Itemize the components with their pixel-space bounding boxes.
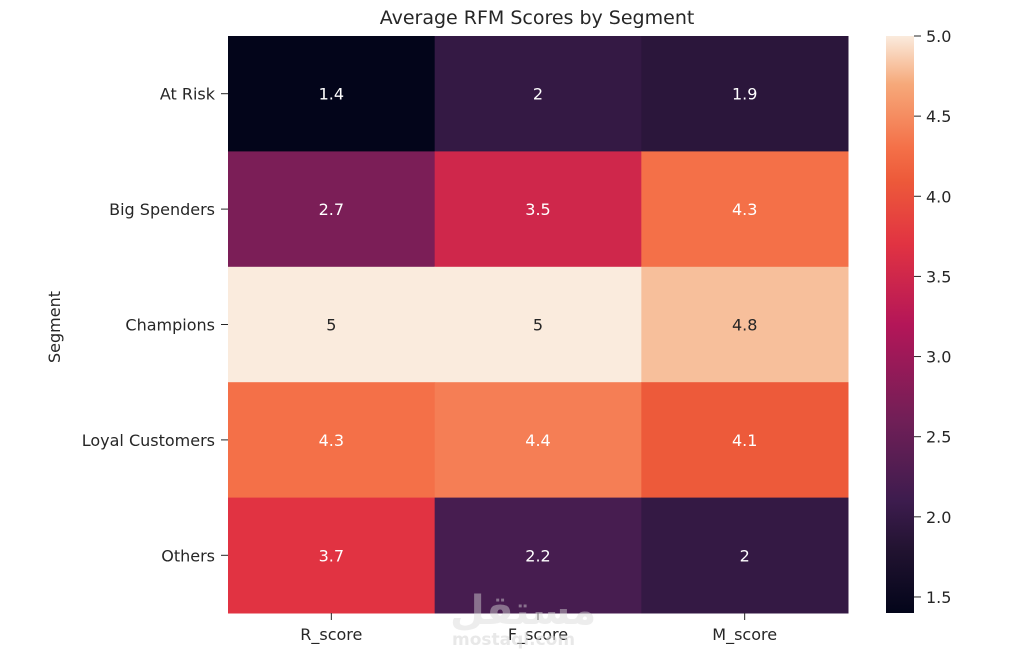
heatmap-cell: [641, 266, 849, 383]
heatmap-cell: [228, 36, 436, 152]
cell-value-label: 2: [533, 85, 543, 104]
x-tick-label: M_score: [712, 625, 777, 645]
cell-value-label: 4.4: [525, 431, 550, 450]
colorbar-tick-label: 1.5: [926, 588, 951, 607]
x-tick-label: F_score: [508, 625, 568, 645]
cell-value-label: 3.5: [525, 200, 550, 219]
heatmap-cell: [228, 151, 436, 268]
heatmap-cell: [228, 497, 436, 614]
colorbar: [886, 36, 914, 613]
colorbar-tick-label: 2.0: [926, 508, 951, 527]
heatmap-cell: [641, 497, 849, 614]
y-tick-label: Big Spenders: [109, 200, 215, 219]
colorbar-tick-label: 4.5: [926, 107, 951, 126]
cell-value-label: 4.3: [732, 200, 757, 219]
colorbar-tick-label: 3.5: [926, 267, 951, 286]
cell-value-label: 1.9: [732, 85, 757, 104]
cell-value-label: 2.7: [319, 200, 344, 219]
cell-value-label: 3.7: [319, 546, 344, 565]
x-tick-label: R_score: [300, 625, 362, 645]
chart-title: Average RFM Scores by Segment: [380, 7, 695, 29]
y-tick-label: Others: [161, 546, 215, 565]
heatmap-cell: [434, 36, 642, 152]
heatmap-cell: [434, 266, 642, 383]
heatmap-cell: [641, 151, 849, 268]
cell-value-label: 4.1: [732, 431, 757, 450]
heatmap-cell: [641, 382, 849, 499]
heatmap-cell: [434, 382, 642, 499]
cell-value-label: 2: [740, 546, 750, 565]
colorbar-tick-label: 4.0: [926, 187, 951, 206]
colorbar-tick-label: 3.0: [926, 348, 951, 367]
heatmap-cell: [641, 36, 849, 152]
heatmap-cell: [228, 266, 436, 383]
y-tick-label: Champions: [125, 316, 215, 335]
y-tick-label: At Risk: [160, 85, 216, 104]
heatmap-cell: [434, 497, 642, 614]
heatmap-cell: [434, 151, 642, 268]
y-axis-label: Segment: [45, 291, 64, 363]
colorbar-tick-label: 2.5: [926, 428, 951, 447]
y-tick-label: Loyal Customers: [82, 431, 215, 450]
cell-value-label: 5: [326, 316, 336, 335]
heatmap-cell: [228, 382, 436, 499]
cell-value-label: 5: [533, 316, 543, 335]
cell-value-label: 2.2: [525, 546, 550, 565]
cell-value-label: 1.4: [319, 85, 344, 104]
cell-value-label: 4.3: [319, 431, 344, 450]
cell-value-label: 4.8: [732, 316, 757, 335]
colorbar-tick-label: 5.0: [926, 27, 951, 46]
